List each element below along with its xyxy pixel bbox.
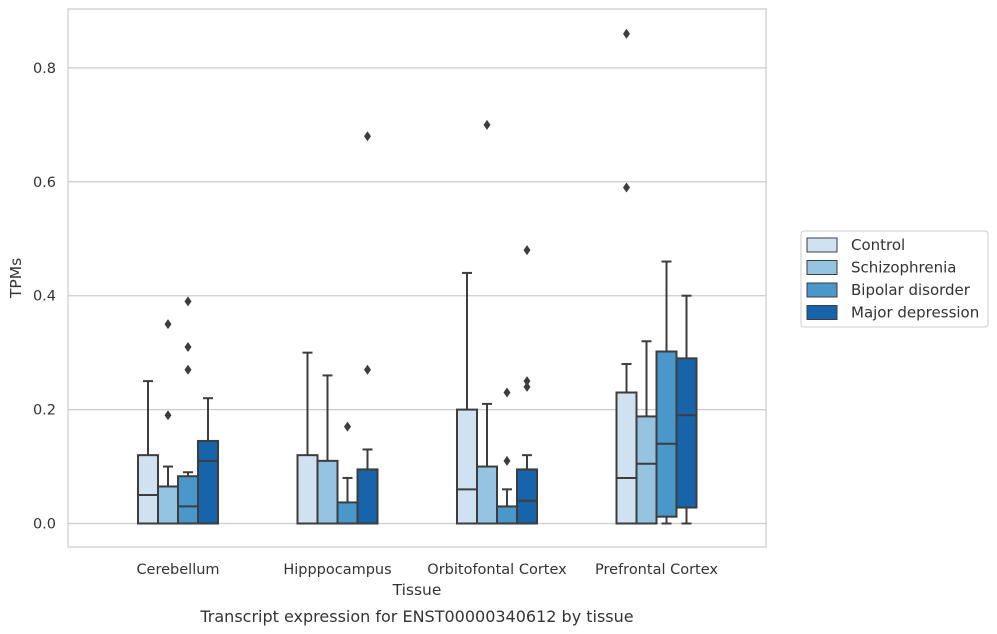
outlier-point [503,387,511,398]
x-tick-label: Orbitofontal Cortex [427,562,567,578]
legend-label: Schizophrenia [851,259,956,277]
box-body [496,505,518,525]
y-tick-label: 0.4 [33,289,56,305]
box-bipolar-disorder [336,421,359,525]
outlier-point [184,364,192,375]
box-body [316,459,339,525]
outlier-point [483,119,491,130]
outlier-point [344,421,351,432]
box-schizophrenia [476,119,498,525]
box-body [476,465,498,525]
outlier-point [364,131,371,142]
y-tick-label: 0.2 [33,403,56,419]
box-plot-series [137,28,698,525]
box-bipolar-disorder [177,296,199,525]
x-axis-ticks: Cerebellum Hipppocampus Orbitofontal Corte… [136,562,718,578]
legend-frame [800,230,989,328]
box-body [296,454,319,525]
legend-swatch [806,282,838,298]
legend-swatch [806,260,838,275]
outlier-point [503,455,511,466]
legend-swatch [806,237,838,253]
legend-label: Major depression [851,304,979,322]
box-body [197,439,219,525]
outlier-point [623,182,630,193]
outlier-point [523,381,531,392]
outlier-point [184,296,192,307]
x-tick-label: Prefrontal Cortex [595,562,718,578]
y-axis-title: TPMs [7,258,25,299]
box-body [615,391,638,525]
outlier-point [184,341,192,352]
box-major-depression [197,397,219,525]
outlier-point [164,410,172,421]
legend-label: Bipolar disorder [851,281,971,299]
box-body [675,357,698,509]
legend-swatch [806,305,838,320]
chart-caption: Transcript expression for ENST0000034061… [199,607,633,626]
outlier-point [623,28,630,39]
box-body [516,468,538,525]
outlier-point [523,245,531,256]
y-tick-label: 0.0 [33,517,56,533]
box-bipolar-disorder [496,387,518,525]
box-body [177,475,199,525]
legend-label: Control [851,236,905,254]
legend: Control Schizophrenia Bipolar disorder Majo… [800,230,989,328]
x-tick-label: Hipppocampus [283,562,391,578]
outlier-point [523,376,531,387]
box-major-depression [516,245,538,525]
box-control [296,351,319,525]
box-control [615,28,638,525]
box-schizophrenia [157,319,179,525]
box-body [456,408,478,525]
box-body [336,501,359,525]
box-major-depression [356,131,379,525]
box-control [137,380,159,525]
box-body [356,468,379,525]
y-tick-label: 0.8 [33,61,56,77]
box-body [137,454,159,525]
x-axis-title: Tissue [392,581,442,599]
box-schizophrenia [316,374,339,525]
y-tick-label: 0.6 [33,175,56,191]
box-body [157,485,179,525]
plot-frame [67,8,767,548]
y-axis-ticks: 0.0 0.2 0.4 0.6 0.8 [33,61,56,533]
box-body [655,350,678,518]
x-tick-label: Cerebellum [136,562,219,578]
box-body [635,415,658,525]
box-schizophrenia [635,340,658,525]
outlier-point [164,319,172,330]
box-bipolar-disorder [655,260,678,525]
box-major-depression [675,294,698,525]
outlier-point [364,364,371,375]
box-control [456,271,478,525]
